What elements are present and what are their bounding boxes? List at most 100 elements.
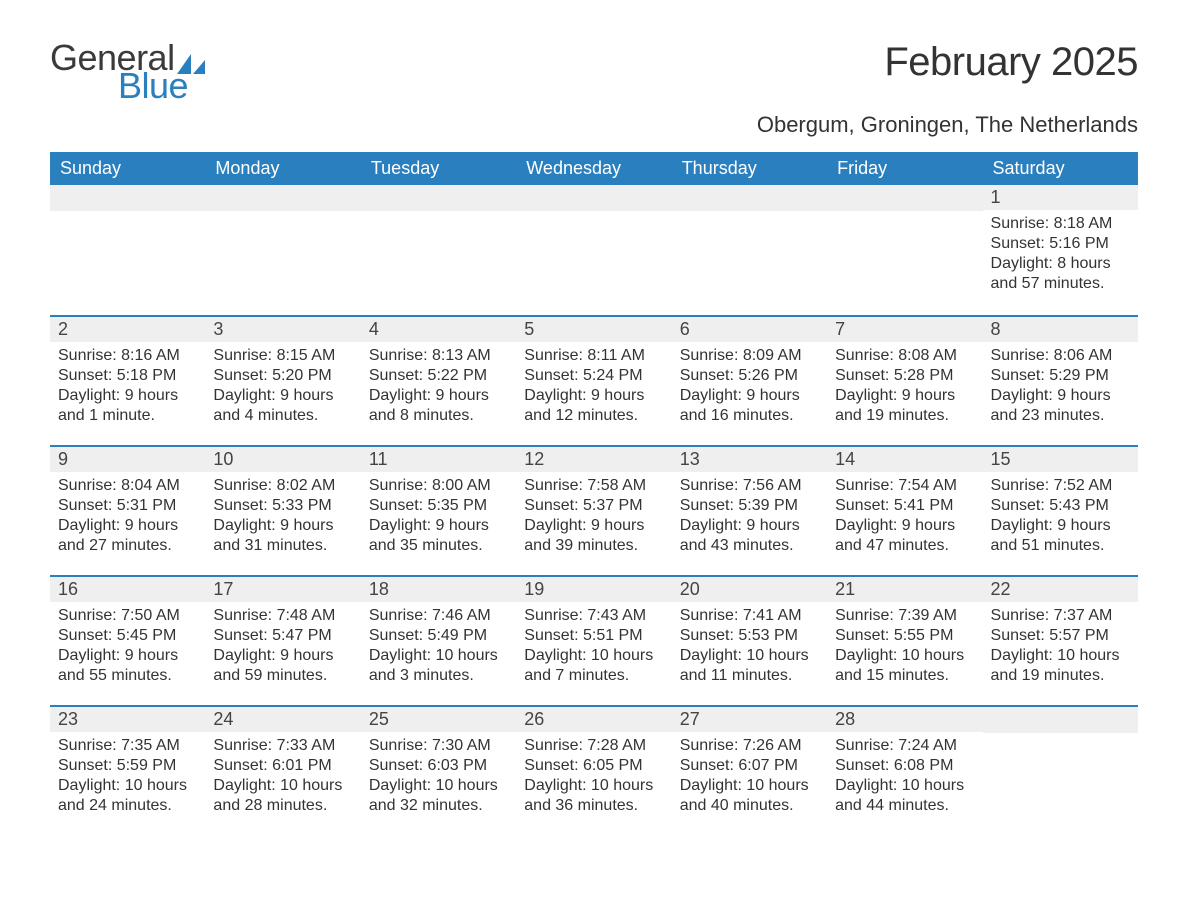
day-sunset: Sunset: 5:33 PM [213,496,352,516]
day-body: Sunrise: 8:15 AMSunset: 5:20 PMDaylight:… [213,346,352,426]
day-daylight1: Daylight: 9 hours [369,386,508,406]
day-cell: 25Sunrise: 7:30 AMSunset: 6:03 PMDayligh… [361,707,516,835]
day-daylight2: and 7 minutes. [524,666,663,686]
day-of-week-header: Sunday Monday Tuesday Wednesday Thursday… [50,152,1138,185]
day-body: Sunrise: 7:50 AMSunset: 5:45 PMDaylight:… [58,606,197,686]
day-cell: 8Sunrise: 8:06 AMSunset: 5:29 PMDaylight… [983,317,1138,445]
day-sunrise: Sunrise: 7:43 AM [524,606,663,626]
day-body: Sunrise: 8:00 AMSunset: 5:35 PMDaylight:… [369,476,508,556]
day-sunrise: Sunrise: 8:04 AM [58,476,197,496]
day-daylight2: and 57 minutes. [991,274,1130,294]
day-sunset: Sunset: 5:26 PM [680,366,819,386]
day-daylight2: and 19 minutes. [991,666,1130,686]
day-daylight1: Daylight: 10 hours [835,646,974,666]
day-number: 6 [672,317,827,342]
day-daylight2: and 1 minute. [58,406,197,426]
week-row: 1Sunrise: 8:18 AMSunset: 5:16 PMDaylight… [50,185,1138,315]
day-sunset: Sunset: 5:41 PM [835,496,974,516]
day-daylight2: and 35 minutes. [369,536,508,556]
day-number: 19 [516,577,671,602]
day-daylight1: Daylight: 9 hours [58,386,197,406]
day-number: 11 [361,447,516,472]
location-subtitle: Obergum, Groningen, The Netherlands [50,112,1138,138]
day-daylight2: and 12 minutes. [524,406,663,426]
day-sunrise: Sunrise: 8:02 AM [213,476,352,496]
day-daylight2: and 47 minutes. [835,536,974,556]
day-daylight2: and 24 minutes. [58,796,197,816]
day-body: Sunrise: 7:56 AMSunset: 5:39 PMDaylight:… [680,476,819,556]
day-sunrise: Sunrise: 7:30 AM [369,736,508,756]
day-sunset: Sunset: 5:59 PM [58,756,197,776]
day-sunset: Sunset: 5:28 PM [835,366,974,386]
day-sunset: Sunset: 5:37 PM [524,496,663,516]
day-sunrise: Sunrise: 8:00 AM [369,476,508,496]
day-sunset: Sunset: 5:39 PM [680,496,819,516]
day-cell [361,185,516,315]
day-number: 24 [205,707,360,732]
day-daylight2: and 40 minutes. [680,796,819,816]
day-sunset: Sunset: 5:18 PM [58,366,197,386]
day-cell: 27Sunrise: 7:26 AMSunset: 6:07 PMDayligh… [672,707,827,835]
day-cell: 11 Sunrise: 8:00 AMSunset: 5:35 PMDayligh… [361,447,516,575]
day-sunset: Sunset: 5:47 PM [213,626,352,646]
day-daylight2: and 36 minutes. [524,796,663,816]
day-sunrise: Sunrise: 7:39 AM [835,606,974,626]
day-sunrise: Sunrise: 7:35 AM [58,736,197,756]
day-daylight2: and 16 minutes. [680,406,819,426]
day-number: 9 [50,447,205,472]
day-daylight1: Daylight: 8 hours [991,254,1130,274]
day-daylight1: Daylight: 9 hours [58,516,197,536]
day-body: Sunrise: 8:18 AMSunset: 5:16 PMDaylight:… [991,214,1130,294]
day-daylight2: and 43 minutes. [680,536,819,556]
day-number: 12 [516,447,671,472]
day-cell [205,185,360,315]
day-cell: 24Sunrise: 7:33 AMSunset: 6:01 PMDayligh… [205,707,360,835]
day-sunrise: Sunrise: 7:33 AM [213,736,352,756]
day-body: Sunrise: 7:41 AMSunset: 5:53 PMDaylight:… [680,606,819,686]
day-body: Sunrise: 7:58 AMSunset: 5:37 PMDaylight:… [524,476,663,556]
day-number [672,185,827,211]
day-number: 26 [516,707,671,732]
day-sunrise: Sunrise: 7:56 AM [680,476,819,496]
day-sunset: Sunset: 6:08 PM [835,756,974,776]
day-number: 14 [827,447,982,472]
day-cell: 16Sunrise: 7:50 AMSunset: 5:45 PMDayligh… [50,577,205,705]
day-daylight2: and 59 minutes. [213,666,352,686]
day-number: 2 [50,317,205,342]
week-row: 23Sunrise: 7:35 AMSunset: 5:59 PMDayligh… [50,705,1138,835]
logo-sail-icon [177,54,207,76]
day-cell: 10Sunrise: 8:02 AMSunset: 5:33 PMDayligh… [205,447,360,575]
day-body: Sunrise: 7:35 AMSunset: 5:59 PMDaylight:… [58,736,197,816]
day-sunset: Sunset: 5:57 PM [991,626,1130,646]
day-sunrise: Sunrise: 7:58 AM [524,476,663,496]
day-cell: 12 Sunrise: 7:58 AMSunset: 5:37 PMDayligh… [516,447,671,575]
day-sunrise: Sunrise: 7:41 AM [680,606,819,626]
day-sunset: Sunset: 5:31 PM [58,496,197,516]
day-cell: 15Sunrise: 7:52 AMSunset: 5:43 PMDayligh… [983,447,1138,575]
day-cell: 22Sunrise: 7:37 AMSunset: 5:57 PMDayligh… [983,577,1138,705]
day-cell: 7Sunrise: 8:08 AMSunset: 5:28 PMDaylight… [827,317,982,445]
day-number [205,185,360,211]
day-number: 7 [827,317,982,342]
day-daylight2: and 3 minutes. [369,666,508,686]
day-daylight2: and 19 minutes. [835,406,974,426]
day-daylight2: and 39 minutes. [524,536,663,556]
day-daylight1: Daylight: 9 hours [213,516,352,536]
day-daylight2: and 8 minutes. [369,406,508,426]
day-cell: 17Sunrise: 7:48 AMSunset: 5:47 PMDayligh… [205,577,360,705]
week-row: 9Sunrise: 8:04 AMSunset: 5:31 PMDaylight… [50,445,1138,575]
day-daylight1: Daylight: 10 hours [369,776,508,796]
day-body: Sunrise: 8:09 AMSunset: 5:26 PMDaylight:… [680,346,819,426]
day-body: Sunrise: 7:28 AMSunset: 6:05 PMDaylight:… [524,736,663,816]
day-number: 18 [361,577,516,602]
day-sunrise: Sunrise: 7:46 AM [369,606,508,626]
day-body: Sunrise: 7:37 AMSunset: 5:57 PMDaylight:… [991,606,1130,686]
day-daylight2: and 15 minutes. [835,666,974,686]
day-daylight1: Daylight: 10 hours [835,776,974,796]
day-daylight2: and 51 minutes. [991,536,1130,556]
day-sunset: Sunset: 5:22 PM [369,366,508,386]
day-sunrise: Sunrise: 7:37 AM [991,606,1130,626]
dow-tuesday: Tuesday [361,152,516,185]
day-number: 27 [672,707,827,732]
dow-friday: Friday [827,152,982,185]
